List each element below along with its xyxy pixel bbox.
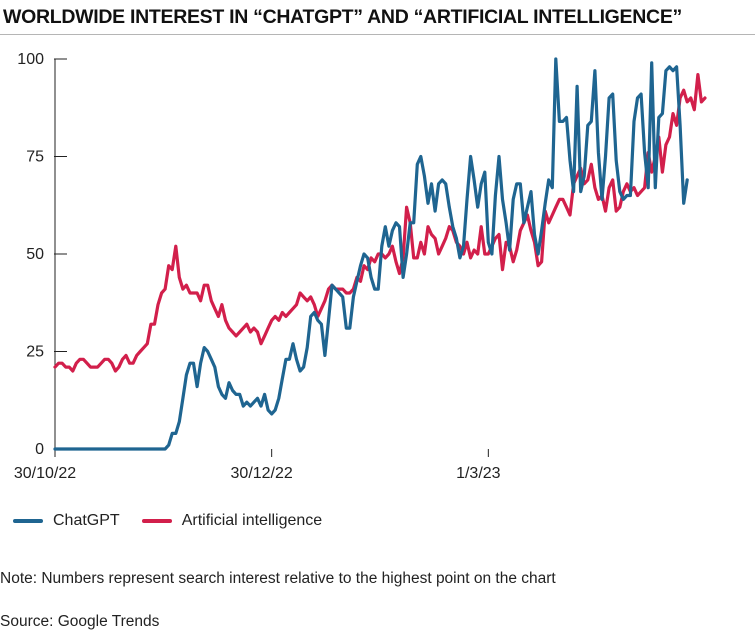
x-tick-label: 30/12/22 <box>231 465 293 482</box>
legend: ChatGPT Artificial intelligence <box>13 512 344 530</box>
x-tick-label: 1/3/23 <box>456 465 501 482</box>
legend-item-ai: Artificial intelligence <box>141 512 323 530</box>
legend-swatch-chatgpt <box>13 519 43 523</box>
y-tick-label: 0 <box>35 441 44 458</box>
legend-label-ai: Artificial intelligence <box>181 512 323 529</box>
line-chart: 0 25 50 75 100 30/10/22 30/12/22 1/3/23 <box>14 51 707 482</box>
title-divider <box>0 34 755 35</box>
chart-source: Source: Google Trends <box>0 613 160 630</box>
series-line-chatgpt <box>53 57 689 451</box>
series-group <box>53 57 707 451</box>
chart-note: Note: Numbers represent search interest … <box>0 570 556 587</box>
axes: 0 25 50 75 100 30/10/22 30/12/22 1/3/23 <box>14 51 501 482</box>
y-tick-label: 100 <box>17 51 44 68</box>
legend-item-chatgpt: ChatGPT <box>13 512 120 530</box>
y-tick-label: 25 <box>26 344 44 361</box>
legend-swatch-ai <box>141 519 172 523</box>
legend-label-chatgpt: ChatGPT <box>53 512 120 529</box>
y-tick-label: 75 <box>26 149 44 166</box>
y-tick-label: 50 <box>26 246 44 263</box>
x-tick-label: 30/10/22 <box>14 465 76 482</box>
chart-title: WORLDWIDE INTEREST IN “CHATGPT” AND “ART… <box>3 6 682 28</box>
